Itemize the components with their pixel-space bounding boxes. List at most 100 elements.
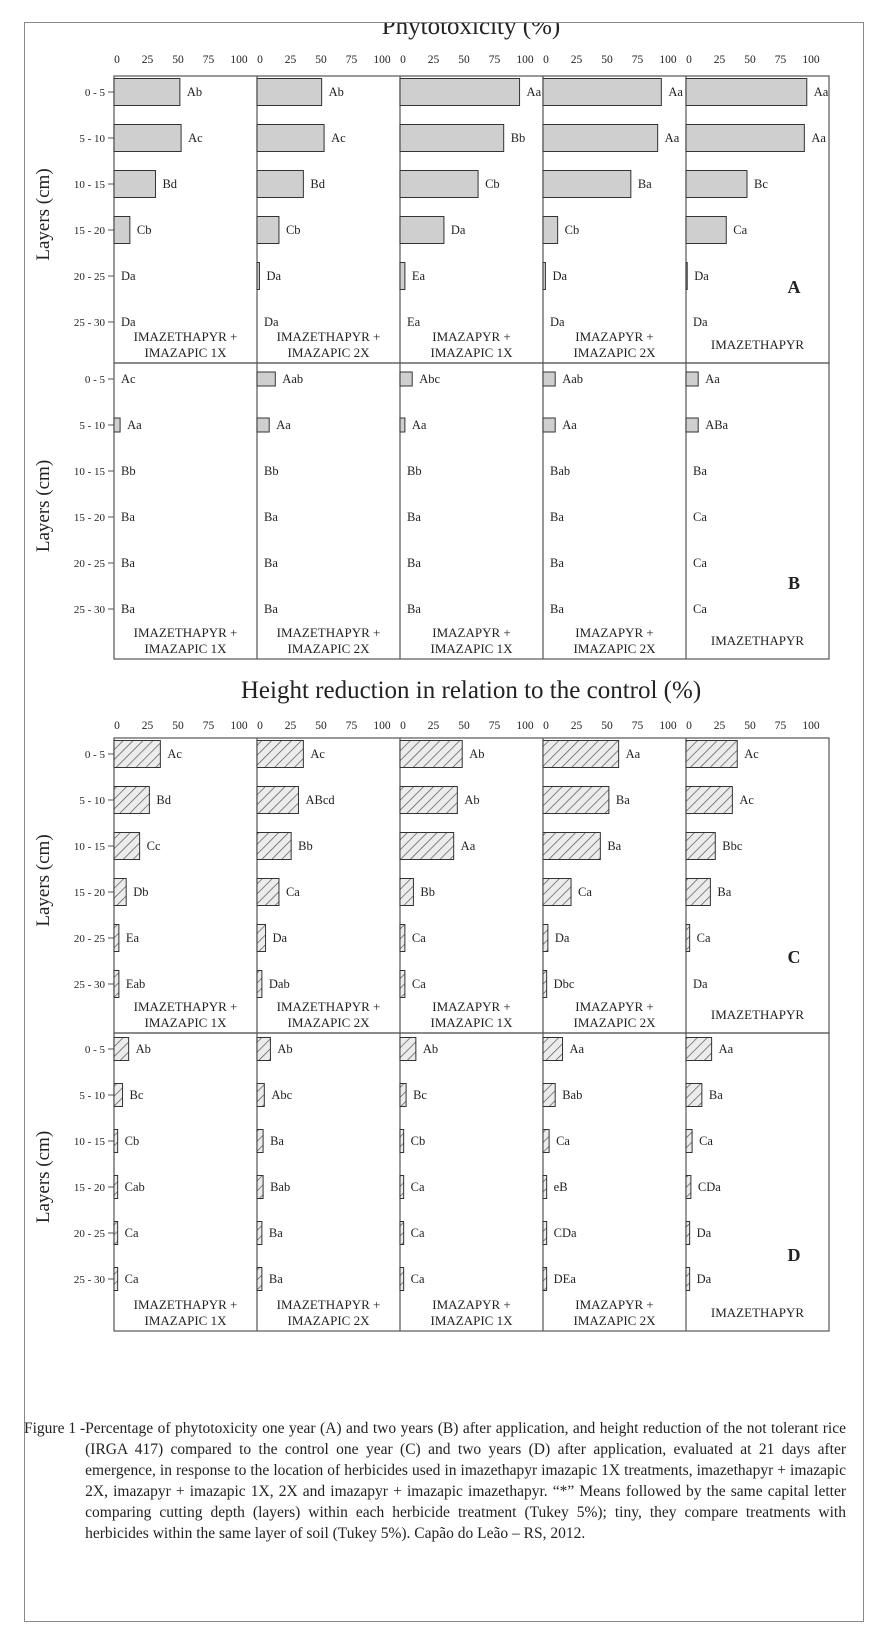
bar-D xyxy=(113,1267,119,1291)
panel-letter-D: D xyxy=(788,1245,801,1265)
y-axis-label: Layers (cm) xyxy=(33,1131,54,1223)
bar-label: Ab xyxy=(464,793,479,807)
bar-D xyxy=(685,1175,692,1199)
bar-label: ABa xyxy=(705,418,728,432)
bar-label: Cc xyxy=(147,839,161,853)
bar-label: Ba xyxy=(693,464,707,478)
bar-label: Ba xyxy=(269,1226,283,1240)
x-tick-label: 0 xyxy=(686,54,692,66)
bar-D xyxy=(685,1129,693,1153)
y-axis-label: Layers (cm) xyxy=(33,834,54,926)
x-tick-label: 100 xyxy=(802,720,820,732)
layer-label: 10 - 15 xyxy=(74,841,106,853)
treatment-label: IMAZAPYR + xyxy=(432,999,510,1014)
x-tick-label: 25 xyxy=(142,720,154,732)
bar-label: Bab xyxy=(550,464,570,478)
bar-label: Da xyxy=(697,1272,712,1286)
bar-D xyxy=(399,1267,405,1291)
bar-label: Ab xyxy=(329,85,344,99)
bar-label: Cb xyxy=(411,1134,426,1148)
bar-label: Cb xyxy=(485,177,500,191)
bar-A xyxy=(399,78,521,106)
bar-label: Bb xyxy=(407,464,422,478)
bar-label: Ca xyxy=(697,931,711,945)
layer-label: 10 - 15 xyxy=(74,179,106,191)
treatment-label: IMAZAPIC 2X xyxy=(574,345,657,360)
bar-A xyxy=(542,216,559,244)
bar-B xyxy=(685,371,699,387)
bar-label: Abc xyxy=(271,1088,292,1102)
y-axis-label: Layers (cm) xyxy=(33,168,54,260)
layer-label: 10 - 15 xyxy=(74,1136,106,1148)
bar-A xyxy=(256,124,325,152)
layer-label: 25 - 30 xyxy=(74,979,106,991)
bar-label: Aa xyxy=(276,418,291,432)
panel-D-frame xyxy=(113,1032,830,1332)
bar-B xyxy=(685,417,699,433)
bar-label: Aa xyxy=(527,85,542,99)
bar-B xyxy=(113,417,121,433)
bar-A xyxy=(113,78,181,106)
bar-label: Ac xyxy=(310,747,325,761)
bar-B xyxy=(542,371,556,387)
x-tick-label: 100 xyxy=(230,54,248,66)
bar-C xyxy=(113,786,150,814)
treatment-label: IMAZAPIC 1X xyxy=(145,345,228,360)
bar-label: Da xyxy=(266,269,281,283)
bar-label: Cb xyxy=(125,1134,140,1148)
treatment-label: IMAZETHAPYR xyxy=(711,633,804,648)
bar-label: Ea xyxy=(126,931,140,945)
bar-A xyxy=(256,216,280,244)
bar-C xyxy=(399,740,463,768)
bar-label: Ca xyxy=(411,1272,425,1286)
bar-D xyxy=(399,1037,417,1061)
bar-C xyxy=(399,970,406,998)
x-tick-label: 0 xyxy=(686,720,692,732)
x-tick-label: 25 xyxy=(571,54,583,66)
bar-label: Ac xyxy=(121,372,136,386)
panel-B-frame xyxy=(113,362,830,660)
y-axis-label: Layers (cm) xyxy=(33,460,54,552)
bar-D xyxy=(113,1221,119,1245)
bar-label: Ba xyxy=(407,602,421,616)
x-tick-label: 100 xyxy=(373,720,391,732)
bar-label: Aa xyxy=(461,839,476,853)
bar-label: Da xyxy=(693,977,708,991)
treatment-label: IMAZAPYR + xyxy=(575,1297,653,1312)
layer-label: 0 - 5 xyxy=(85,87,106,99)
treatment-label: IMAZAPYR + xyxy=(432,329,510,344)
bar-A xyxy=(685,216,727,244)
bar-label: Dab xyxy=(269,977,290,991)
layer-label: 20 - 25 xyxy=(74,933,106,945)
bar-label: Ab xyxy=(187,85,202,99)
x-tick-label: 75 xyxy=(346,720,358,732)
x-tick-label: 25 xyxy=(428,54,440,66)
bar-label: Da xyxy=(693,315,708,329)
bar-A xyxy=(256,170,304,198)
bar-C xyxy=(256,786,299,814)
bar-D xyxy=(685,1083,703,1107)
bar-D xyxy=(685,1221,691,1245)
bar-B xyxy=(256,371,276,387)
bar-label: eB xyxy=(554,1180,568,1194)
bar-D xyxy=(542,1129,550,1153)
layer-label: 25 - 30 xyxy=(74,604,106,616)
bar-D xyxy=(113,1129,119,1153)
panel-letter-B: B xyxy=(788,573,800,593)
figure-caption: Figure 1 - Percentage of phytotoxicity o… xyxy=(24,1418,846,1544)
x-tick-label: 50 xyxy=(601,720,613,732)
bar-D xyxy=(256,1175,264,1199)
treatment-label: IMAZAPIC 1X xyxy=(431,1313,514,1328)
bar-D xyxy=(542,1083,556,1107)
treatment-label: IMAZETHAPYR + xyxy=(134,999,238,1014)
layer-label: 15 - 20 xyxy=(74,512,106,524)
bar-D xyxy=(256,1083,265,1107)
x-tick-label: 50 xyxy=(315,54,327,66)
bar-label: Bd xyxy=(162,177,177,191)
bar-label: Da xyxy=(121,269,136,283)
bar-label: Ca xyxy=(411,1180,425,1194)
bar-A xyxy=(113,170,156,198)
bar-label: Ca xyxy=(125,1272,139,1286)
layer-label: 25 - 30 xyxy=(74,317,106,329)
treatment-label: IMAZAPIC 1X xyxy=(145,641,228,656)
